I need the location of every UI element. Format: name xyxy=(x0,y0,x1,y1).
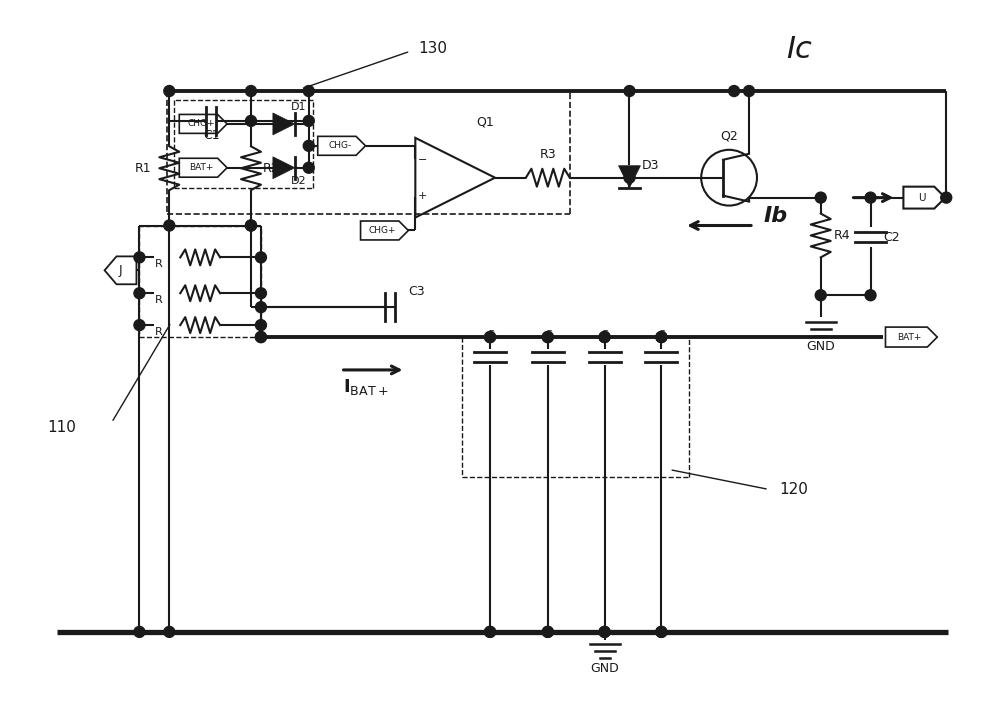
Circle shape xyxy=(542,627,553,637)
Polygon shape xyxy=(273,157,295,178)
Text: C1: C1 xyxy=(203,129,219,142)
Circle shape xyxy=(246,220,256,231)
Text: $\mathbf{I}_{\mathrm{BAT+}}$: $\mathbf{I}_{\mathrm{BAT+}}$ xyxy=(343,377,388,397)
Polygon shape xyxy=(273,113,295,135)
Circle shape xyxy=(303,140,314,152)
Text: D2: D2 xyxy=(291,176,306,185)
Circle shape xyxy=(815,290,826,301)
Circle shape xyxy=(303,162,314,173)
Circle shape xyxy=(255,288,266,299)
Text: J: J xyxy=(119,264,122,277)
Text: BAT+: BAT+ xyxy=(897,333,922,341)
Text: C3: C3 xyxy=(408,286,425,298)
Text: D1: D1 xyxy=(291,102,306,112)
Text: 120: 120 xyxy=(779,482,808,498)
Circle shape xyxy=(164,220,175,231)
Text: 110: 110 xyxy=(47,419,76,435)
Text: D3: D3 xyxy=(641,159,659,172)
Text: C2: C2 xyxy=(883,231,900,244)
Circle shape xyxy=(815,192,826,203)
Circle shape xyxy=(599,331,610,343)
Text: Ib: Ib xyxy=(764,206,788,226)
Text: +: + xyxy=(418,190,427,201)
Text: 130: 130 xyxy=(418,41,447,56)
Text: R4: R4 xyxy=(834,229,850,242)
Circle shape xyxy=(303,116,314,126)
Circle shape xyxy=(542,331,553,343)
Text: R1: R1 xyxy=(135,161,151,175)
Circle shape xyxy=(246,85,256,97)
Text: Q2: Q2 xyxy=(720,130,738,143)
Circle shape xyxy=(255,252,266,263)
Circle shape xyxy=(246,220,256,231)
Circle shape xyxy=(656,627,667,637)
Circle shape xyxy=(729,85,740,97)
Circle shape xyxy=(134,627,145,637)
Circle shape xyxy=(134,319,145,331)
Circle shape xyxy=(134,288,145,299)
Circle shape xyxy=(656,627,667,637)
Circle shape xyxy=(485,331,496,343)
Circle shape xyxy=(599,627,610,637)
Circle shape xyxy=(599,331,610,343)
Text: CHG+: CHG+ xyxy=(187,119,215,128)
Text: CHG-: CHG- xyxy=(328,141,351,150)
Text: C: C xyxy=(601,330,608,340)
Circle shape xyxy=(599,627,610,637)
Text: Ic: Ic xyxy=(786,35,812,64)
Circle shape xyxy=(865,290,876,301)
Circle shape xyxy=(485,627,496,637)
Text: GND: GND xyxy=(806,340,835,353)
Text: C: C xyxy=(486,330,494,340)
Circle shape xyxy=(656,331,667,343)
Text: Q1: Q1 xyxy=(476,116,494,129)
Circle shape xyxy=(744,85,754,97)
Circle shape xyxy=(485,331,496,343)
Text: −: − xyxy=(418,155,427,165)
Text: C: C xyxy=(657,330,665,340)
Circle shape xyxy=(164,85,175,97)
Polygon shape xyxy=(619,166,640,188)
Circle shape xyxy=(255,302,266,312)
Text: R3: R3 xyxy=(539,148,556,161)
Circle shape xyxy=(246,116,256,126)
Circle shape xyxy=(134,252,145,263)
Circle shape xyxy=(656,331,667,343)
Circle shape xyxy=(624,172,635,183)
Circle shape xyxy=(485,627,496,637)
Circle shape xyxy=(542,331,553,343)
Text: R: R xyxy=(155,295,163,305)
Circle shape xyxy=(303,85,314,97)
Text: BAT+: BAT+ xyxy=(189,164,213,172)
Circle shape xyxy=(865,192,876,203)
Circle shape xyxy=(941,192,952,203)
Circle shape xyxy=(255,319,266,331)
Text: R: R xyxy=(155,259,163,269)
Text: CHG+: CHG+ xyxy=(369,226,396,235)
Text: U: U xyxy=(919,192,926,202)
Circle shape xyxy=(164,627,175,637)
Circle shape xyxy=(542,627,553,637)
Text: R2: R2 xyxy=(263,161,280,175)
Text: GND: GND xyxy=(590,662,619,675)
Circle shape xyxy=(255,331,266,343)
Text: C: C xyxy=(544,330,552,340)
Circle shape xyxy=(624,85,635,97)
Text: R: R xyxy=(155,327,163,337)
Circle shape xyxy=(255,331,266,343)
